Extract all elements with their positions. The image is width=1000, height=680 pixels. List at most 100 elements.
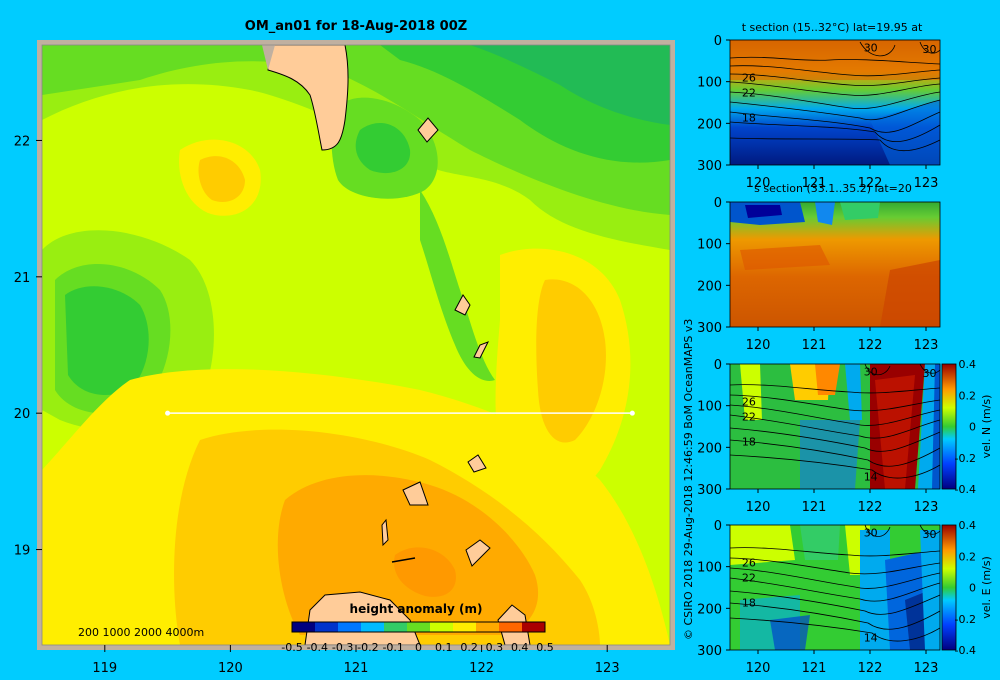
s-section-axes: 0 100 200 300 120 121 122 123 (697, 196, 941, 353)
vel-n-axes: 0 100 200 300 120 121 122 123 (697, 358, 941, 515)
panel-frame (729, 39, 941, 166)
panel-frame (729, 363, 941, 490)
colorbar-swatch (315, 622, 339, 632)
panel-y-tick-label: 200 (697, 602, 722, 617)
map-x-tick-label: 119 (92, 661, 117, 676)
panel-x-tick-label: 122 (858, 661, 883, 676)
map-y-axis: 19 20 21 22 (14, 134, 42, 559)
contour-label: 30 (923, 43, 937, 56)
section-start-marker (165, 410, 171, 416)
panel-y-tick-label: 300 (697, 321, 722, 336)
colorbar-outline (291, 621, 546, 633)
contour-label: 30 (864, 366, 878, 379)
t-section-title: t section (15..32°C) lat=19.95 at (742, 21, 923, 34)
colorbar-swatch (384, 622, 408, 632)
contour-label: 26 (742, 396, 756, 409)
height-anomaly-colorbar: -0.5 -0.4 -0.3 -0.2 -0.1 0 0.1 0.2 0.3 0.4 0.5 (281, 621, 554, 654)
panel-x-tick-label: 120 (746, 661, 771, 676)
s-section-field (730, 202, 940, 327)
vel-n-colorbar: 0.4 0.2 0 -0.2 -0.4 vel. N (m/s) (941, 358, 993, 496)
contour-label: 18 (742, 597, 756, 610)
panel-x-tick-label: 122 (858, 500, 883, 515)
colorbar-tick-label: -0.3 (332, 641, 353, 654)
velocity-colorbar-bar (941, 524, 957, 651)
panel-x-tick-label: 123 (914, 338, 939, 353)
panel-y-tick-label: 200 (697, 279, 722, 294)
vel-n-contour-labels: 30 30 26 22 18 14 (742, 366, 937, 484)
colorbar-tick-label: 0 (415, 641, 422, 654)
contour-label: 26 (742, 557, 756, 570)
panel-x-tick-label: 121 (802, 176, 827, 191)
colorbar-tick-label: 0.1 (435, 641, 453, 654)
panel-y-tick-label: 0 (714, 196, 722, 211)
panel-y-tick-label: 100 (697, 76, 722, 91)
depth-contour-legend: 200 1000 2000 4000m (78, 626, 204, 639)
t-section-contour-labels: 30 30 26 22 18 (742, 42, 937, 125)
colorbar-tick-label: -0.1 (382, 641, 403, 654)
panel-frame (729, 201, 941, 328)
colorbar-tick-label: 0.4 (511, 641, 529, 654)
map-y-tick-label: 20 (14, 407, 31, 422)
section-line (165, 410, 635, 416)
colorbar-swatch (476, 622, 500, 632)
colorbar-tick-label: 0.2 (460, 641, 478, 654)
colorbar-swatch (522, 622, 546, 632)
panel-x-tick-label: 121 (802, 338, 827, 353)
velocity-colorbar-label: vel. E (m/s) (980, 556, 993, 619)
map-x-tick-label: 122 (469, 661, 494, 676)
contour-label: 22 (742, 87, 756, 100)
panel-x-tick-label: 121 (802, 500, 827, 515)
velocity-colorbar-tick: -0.4 (955, 483, 976, 496)
panel-x-tick-label: 123 (914, 661, 939, 676)
contour-label: 18 (742, 112, 756, 125)
map-x-tick-label: 123 (595, 661, 620, 676)
panel-x-tick-label: 121 (802, 661, 827, 676)
panel-x-tick-label: 122 (858, 176, 883, 191)
colorbar-swatch (453, 622, 477, 632)
contour-label: 18 (742, 436, 756, 449)
map-x-axis: 119 120 121 122 123 (92, 645, 620, 676)
vel-e-field (729, 524, 941, 650)
velocity-colorbar-label: vel. N (m/s) (980, 395, 993, 459)
contour-label: 14 (864, 632, 878, 645)
velocity-colorbar-tick: 0.4 (959, 519, 977, 532)
colorbar-tick-label: -0.5 (281, 641, 302, 654)
panel-y-tick-label: 300 (697, 159, 722, 174)
vel-e-axes: 0 100 200 300 120 121 122 123 (697, 519, 941, 676)
t-section-axes: 0 100 200 300 120 121 122 123 (697, 34, 941, 191)
contour-label: 30 (923, 367, 937, 380)
vel-n-field (729, 363, 941, 489)
contour-label: 14 (864, 471, 878, 484)
velocity-colorbar-tick: -0.2 (955, 452, 976, 465)
panel-y-tick-label: 100 (697, 400, 722, 415)
panel-y-tick-label: 300 (697, 644, 722, 659)
velocity-colorbar-tick: -0.2 (955, 613, 976, 626)
colorbar-label: height anomaly (m) (350, 602, 483, 616)
velocity-colorbar-tick: 0.4 (959, 358, 977, 371)
contour-label: 30 (923, 528, 937, 541)
colorbar-tick-label: -0.2 (357, 641, 378, 654)
map-y-tick-label: 19 (14, 544, 31, 559)
map-y-tick-label: 21 (14, 271, 31, 286)
contour-label: 26 (742, 72, 756, 85)
t-section-field (729, 40, 941, 165)
colorbar-swatch (430, 622, 454, 632)
panel-y-tick-label: 0 (714, 34, 722, 49)
section-end-marker (629, 410, 635, 416)
colorbar-tick-label: 0.5 (536, 641, 554, 654)
colorbar-tick-label: 0.3 (486, 641, 504, 654)
panel-y-tick-label: 300 (697, 483, 722, 498)
panel-y-tick-label: 200 (697, 441, 722, 456)
s-section-title: s section (33.1..35.2) lat=20 (754, 182, 912, 195)
panel-x-tick-label: 123 (914, 176, 939, 191)
panel-y-tick-label: 0 (714, 358, 722, 373)
contour-label: 30 (864, 42, 878, 55)
map-x-tick-label: 121 (344, 661, 369, 676)
panel-x-tick-label: 120 (746, 500, 771, 515)
panel-y-tick-label: 0 (714, 519, 722, 534)
map-title: OM_an01 for 18-Aug-2018 00Z (245, 19, 467, 34)
colorbar-tick-label: -0.4 (307, 641, 328, 654)
panel-x-tick-label: 120 (746, 338, 771, 353)
velocity-colorbar-tick: 0.2 (959, 550, 977, 563)
contour-label: 30 (864, 527, 878, 540)
